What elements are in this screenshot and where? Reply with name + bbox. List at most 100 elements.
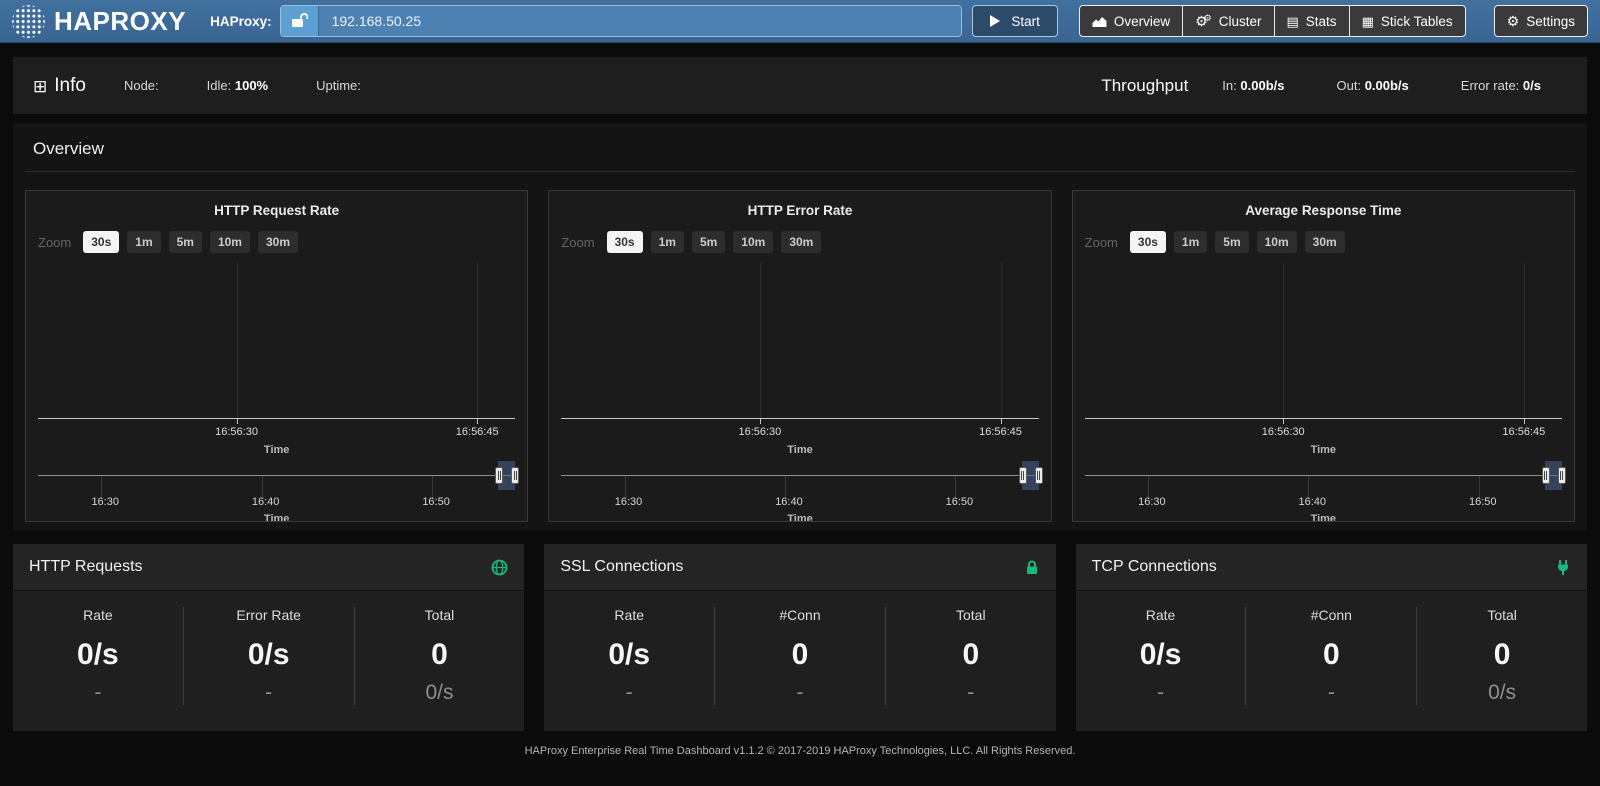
gridline	[760, 263, 761, 418]
stat-value: 0	[886, 638, 1056, 672]
navigator-axis-title: Time	[1073, 513, 1574, 522]
stat-conn: #Conn 0 -	[1245, 607, 1416, 705]
zoom-30m-button[interactable]: 30m	[1305, 231, 1345, 253]
zoom-control: Zoom 30s 1m 5m 10m 30m	[561, 231, 821, 253]
stat-sub: -	[886, 681, 1056, 705]
play-icon	[990, 15, 1000, 27]
navigator-handle-left[interactable]	[495, 467, 503, 484]
navigator-tick-label: 16:40	[1299, 496, 1327, 508]
zoom-30s-button[interactable]: 30s	[607, 231, 643, 253]
node-address-input[interactable]	[319, 6, 962, 36]
stat-value: 0	[715, 638, 885, 672]
chart-http-request-rate: HTTP Request Rate Zoom 30s 1m 5m 10m 30m…	[25, 190, 528, 522]
zoom-30m-button[interactable]: 30m	[781, 231, 821, 253]
plug-icon	[1555, 559, 1571, 576]
x-axis-tick	[1001, 419, 1002, 424]
tab-cluster[interactable]: ⚙⚙ Cluster	[1182, 5, 1274, 37]
zoom-5m-button[interactable]: 5m	[692, 231, 725, 253]
info-section-toggle[interactable]: ⊞ Info	[33, 75, 86, 97]
overview-section: Overview HTTP Request Rate Zoom 30s 1m 5…	[13, 123, 1587, 530]
stat-value: 0/s	[184, 638, 354, 672]
zoom-30s-button[interactable]: 30s	[83, 231, 119, 253]
navigator-tick-label: 16:50	[946, 496, 974, 508]
zoom-10m-button[interactable]: 10m	[733, 231, 773, 253]
card-http-requests: HTTP Requests Rate 0/s - Error Rate 0/s …	[13, 544, 524, 731]
tab-stick-tables[interactable]: ▦ Stick Tables	[1349, 5, 1466, 37]
x-axis-title: Time	[1073, 444, 1574, 456]
x-axis-title: Time	[26, 444, 527, 456]
tab-overview[interactable]: Overview	[1079, 5, 1183, 37]
haproxy-logo-icon	[12, 5, 45, 38]
unlock-icon-button[interactable]	[281, 6, 319, 36]
card-tcp-connections: TCP Connections Rate 0/s - #Conn 0 - Tot…	[1076, 544, 1587, 731]
card-header: SSL Connections	[544, 544, 1055, 591]
zoom-label: Zoom	[1085, 235, 1118, 250]
throughput-group: Throughput In: 0.00b/s Out: 0.00b/s Erro…	[1101, 76, 1541, 96]
zoom-10m-button[interactable]: 10m	[210, 231, 250, 253]
stat-rate: Rate 0/s -	[13, 607, 183, 705]
throughput-out-value: 0.00b/s	[1365, 78, 1409, 93]
zoom-5m-button[interactable]: 5m	[169, 231, 202, 253]
zoom-10m-button[interactable]: 10m	[1257, 231, 1297, 253]
stat-value: 0/s	[13, 638, 183, 672]
node-label: Node:	[124, 78, 159, 93]
tab-stats-label: Stats	[1306, 14, 1337, 29]
stat-sub: -	[715, 681, 885, 705]
navigator-axis-line	[1085, 475, 1562, 476]
info-bar: ⊞ Info Node: Idle: 100% Uptime: Throughp…	[13, 57, 1587, 114]
card-body: Rate 0/s - #Conn 0 - Total 0 -	[544, 591, 1055, 731]
card-header: HTTP Requests	[13, 544, 524, 591]
x-axis-tick	[760, 419, 761, 424]
card-header: TCP Connections	[1076, 544, 1587, 591]
throughput-in-value: 0.00b/s	[1240, 78, 1284, 93]
zoom-1m-button[interactable]: 1m	[651, 231, 684, 253]
info-label: Info	[54, 75, 86, 97]
navigator-handle-right[interactable]	[1035, 467, 1043, 484]
stat-sub: 0/s	[1417, 681, 1587, 705]
navigator-tick-label: 16:40	[775, 496, 803, 508]
x-axis-line	[1085, 418, 1562, 419]
start-button[interactable]: Start	[972, 5, 1058, 37]
zoom-30s-button[interactable]: 30s	[1130, 231, 1166, 253]
stat-rate: Rate 0/s -	[1076, 607, 1246, 705]
card-title: SSL Connections	[560, 558, 683, 576]
error-rate: Error rate: 0/s	[1461, 78, 1541, 93]
navigator-axis-title: Time	[26, 513, 527, 522]
navigator-tick-label: 16:30	[615, 496, 643, 508]
navigator-handle-right[interactable]	[1558, 467, 1566, 484]
x-tick-label: 16:56:45	[979, 426, 1022, 438]
navigator-handle-left[interactable]	[1019, 467, 1027, 484]
lock-icon	[1024, 559, 1040, 576]
zoom-1m-button[interactable]: 1m	[1174, 231, 1207, 253]
stat-cards-row: HTTP Requests Rate 0/s - Error Rate 0/s …	[13, 544, 1587, 731]
stat-value: 0/s	[1076, 638, 1246, 672]
navigator-tick-label: 16:40	[252, 496, 280, 508]
stat-value: 0	[355, 638, 525, 672]
stat-total: Total 0 0/s	[354, 607, 525, 705]
address-input-group	[280, 5, 963, 37]
error-rate-value: 0/s	[1523, 78, 1541, 93]
zoom-1m-button[interactable]: 1m	[127, 231, 160, 253]
navigator-tick-label: 16:50	[1469, 496, 1497, 508]
stat-sub: -	[1076, 681, 1246, 705]
brand-title: HAPROXY	[54, 6, 186, 37]
stat-sub: -	[1246, 681, 1416, 705]
table-icon: ▦	[1362, 15, 1374, 28]
gridline	[1001, 263, 1002, 418]
navigator-tick-label: 16:50	[422, 496, 450, 508]
navigator-handle-left[interactable]	[1542, 467, 1550, 484]
card-title: HTTP Requests	[29, 558, 143, 576]
address-field-label: HAProxy:	[210, 14, 272, 29]
zoom-30m-button[interactable]: 30m	[258, 231, 298, 253]
settings-button[interactable]: ⚙ Settings	[1494, 5, 1588, 37]
stat-sub: 0/s	[355, 681, 525, 705]
stat-value: 0/s	[544, 638, 714, 672]
zoom-5m-button[interactable]: 5m	[1215, 231, 1248, 253]
stat-value: 0	[1246, 638, 1416, 672]
stat-rate: Rate 0/s -	[544, 607, 714, 705]
tab-stats[interactable]: ▤ Stats	[1274, 5, 1350, 37]
navigator-axis-line	[38, 475, 515, 476]
gridline	[477, 263, 478, 418]
throughput-in: In: 0.00b/s	[1222, 78, 1284, 93]
navigator-handle-right[interactable]	[511, 467, 519, 484]
